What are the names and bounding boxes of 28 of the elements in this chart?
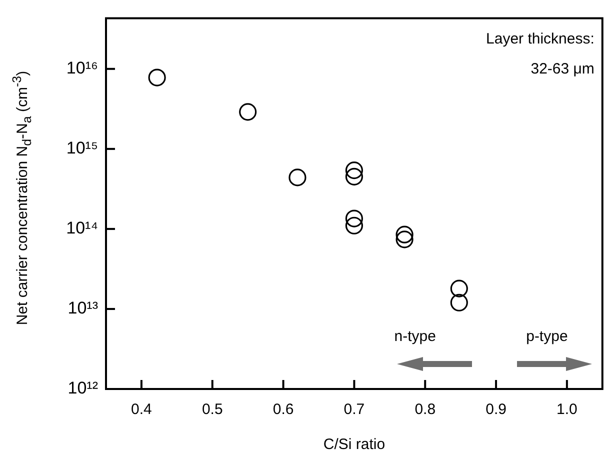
x-axis-title: C/Si ratio (323, 436, 386, 454)
y-tick-label: 10¹⁵ (66, 138, 98, 158)
point (396, 230, 414, 248)
annotation: n-type (394, 328, 436, 346)
annotation: 32-63 μm (530, 60, 594, 78)
point (239, 103, 257, 121)
point (345, 216, 363, 234)
x-tick-label: 0.6 (272, 401, 294, 418)
point (288, 168, 306, 186)
annotation: Layer thickness: (486, 30, 594, 48)
x-tick-label: 0.9 (486, 401, 506, 418)
x-tick-label: 0.7 (344, 401, 365, 418)
point (396, 226, 414, 244)
y-tick-label: 10¹³ (68, 298, 98, 318)
annotation: p-type (526, 328, 568, 346)
x-tick-label: 0.8 (414, 401, 436, 418)
point (345, 162, 363, 180)
point (345, 168, 363, 186)
y-tick-label: 10¹⁶ (66, 58, 98, 78)
y-tick-label: 10¹⁴ (66, 218, 98, 238)
point (450, 294, 468, 312)
point (345, 210, 363, 228)
x-tick-label: 1.0 (556, 401, 578, 418)
point (450, 280, 468, 298)
x-tick-label: 0.4 (131, 401, 152, 418)
point (148, 68, 166, 86)
x-tick-label: 0.5 (202, 401, 223, 418)
y-tick-label: 10¹² (68, 378, 98, 398)
